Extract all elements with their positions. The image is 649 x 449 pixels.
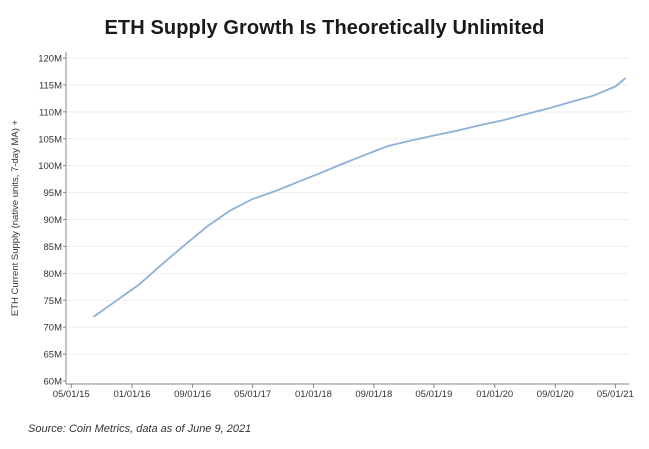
x-tick-label: 09/01/16 (174, 389, 211, 400)
source-note: Source: Coin Metrics, data as of June 9,… (28, 423, 252, 435)
y-tick-label: 80M (44, 269, 63, 280)
y-axis-label: ETH Current Supply (native units, 7-day … (10, 119, 21, 316)
y-tick-label: 100M (38, 161, 62, 172)
axes (65, 52, 629, 385)
y-tick-label: 85M (44, 242, 63, 253)
x-tick-label: 01/01/16 (114, 389, 151, 400)
y-tick-label: 115M (39, 80, 62, 91)
y-tick-label: 120M (38, 54, 62, 65)
series (93, 77, 626, 318)
x-ticks: 05/01/15 01/01/16 09/01/16 05/01/17 01/01/18… (53, 384, 634, 400)
y-tick-label: 65M (44, 350, 63, 361)
x-tick-label: 05/01/19 (415, 389, 452, 400)
y-tick-label: 60M (44, 377, 63, 388)
x-tick-label: 05/01/17 (234, 389, 271, 400)
y-tick-label: 95M (44, 188, 63, 199)
y-tick-label: 110M (39, 107, 62, 118)
y-tick-label: 75M (44, 296, 63, 307)
x-tick-label: 09/01/20 (537, 389, 574, 400)
x-tick-label: 01/01/20 (476, 389, 513, 400)
series-line-eth-supply (93, 77, 626, 318)
y-tick-label: 105M (38, 134, 62, 145)
y-tick-label: 70M (44, 323, 63, 334)
gridlines (66, 57, 629, 355)
x-tick-label: 05/01/15 (53, 389, 90, 400)
x-tick-label: 01/01/18 (295, 389, 332, 400)
x-tick-label: 05/01/21 (597, 389, 634, 400)
y-tick-label: 90M (44, 215, 63, 226)
y-ticks: 60M 65M 70M 75M 80M 85M 90M 95M 100M 105M 110M 115M… (38, 54, 66, 388)
chart-title: ETH Supply Growth Is Theoretically Unlim… (104, 17, 545, 39)
x-tick-label: 09/01/18 (355, 389, 392, 400)
